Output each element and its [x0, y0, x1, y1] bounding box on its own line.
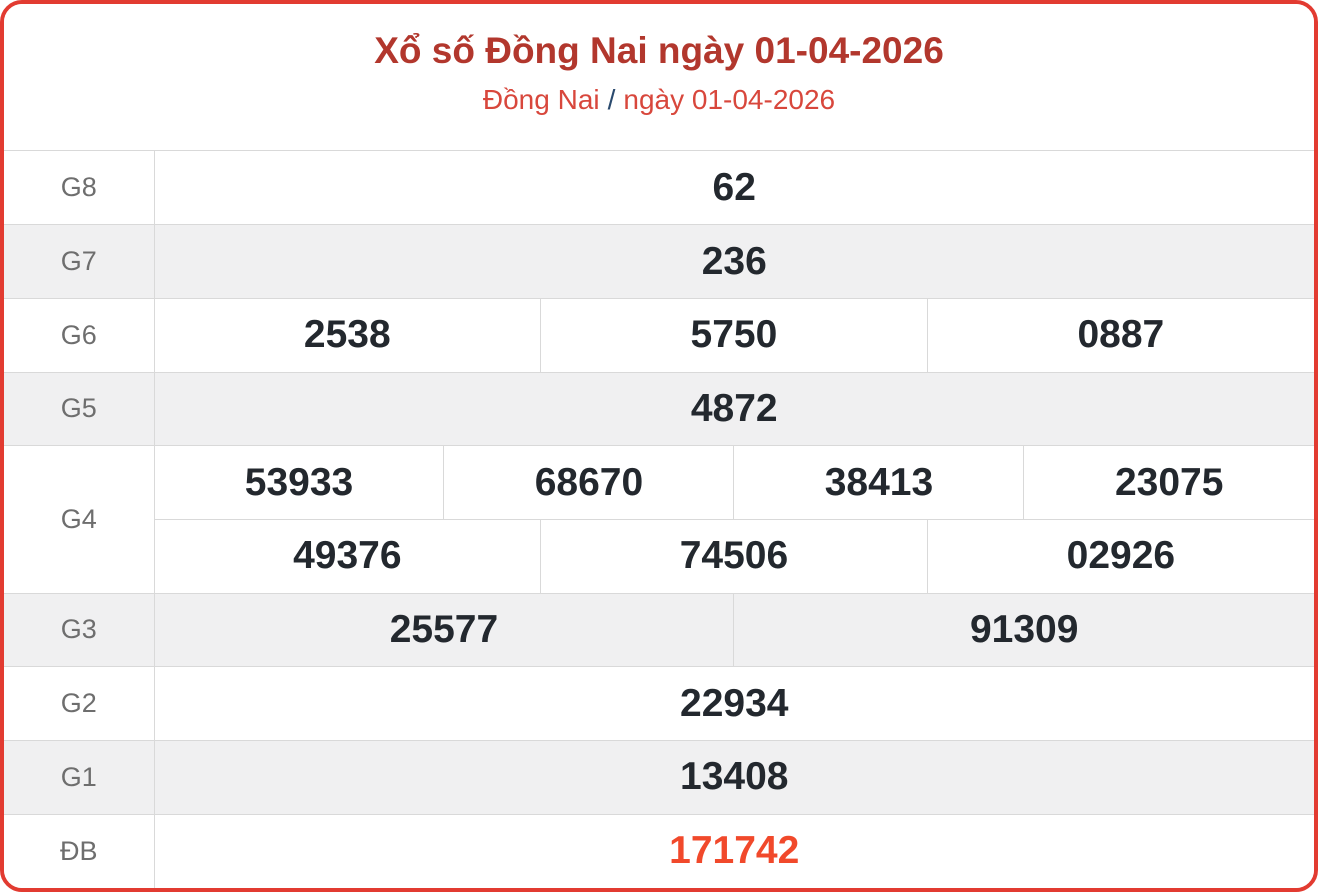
- prize-label-g7: G7: [4, 224, 155, 299]
- prize-label-g5: G5: [4, 371, 155, 447]
- prize-value-g1: 13408: [153, 740, 1314, 815]
- prize-label-g8: G8: [4, 150, 155, 226]
- prize-label-g2: G2: [4, 666, 155, 741]
- table-row-g4-1: G4 53933 68670 38413 23075: [4, 445, 1314, 594]
- prize-value-g7: 236: [153, 224, 1314, 299]
- prize-value-g6-3: 0887: [926, 297, 1314, 373]
- prize-label-g1: G1: [4, 740, 155, 815]
- prize-value-g4-6: 74506: [540, 518, 928, 594]
- prize-label-db: ĐB: [4, 813, 155, 888]
- table-row-db: ĐB 171742: [4, 813, 1314, 888]
- table-row-g1: G1 13408: [4, 740, 1314, 815]
- date-link[interactable]: ngày 01-04-2026: [623, 83, 836, 115]
- prize-table: G8 62 G7 236 G6 2538 5750 0887 G5 4872 G…: [4, 150, 1314, 888]
- table-row-g5: G5 4872: [4, 371, 1314, 447]
- prize-value-g6-2: 5750: [540, 297, 928, 373]
- prize-value-g4-5: 49376: [153, 518, 542, 594]
- prize-value-g4-2: 68670: [443, 445, 735, 520]
- table-row-g7: G7 236: [4, 224, 1314, 299]
- table-row-g8: G8 62: [4, 150, 1314, 226]
- table-row-g2: G2 22934: [4, 666, 1314, 741]
- prize-value-g4-7: 02926: [926, 518, 1314, 594]
- prize-label-g6: G6: [4, 297, 155, 373]
- prize-value-g2: 22934: [153, 666, 1314, 741]
- prize-value-g4-1: 53933: [153, 445, 445, 520]
- prize-value-g3-1: 25577: [153, 592, 735, 668]
- result-header: Xổ số Đồng Nai ngày 01-04-2026 Đồng Nai /…: [4, 4, 1314, 151]
- prize-value-g3-2: 91309: [733, 592, 1314, 668]
- region-link[interactable]: Đồng Nai: [482, 83, 600, 115]
- table-row-g4-2: 49376 74506 02926: [4, 518, 1314, 594]
- prize-value-g4-3: 38413: [733, 445, 1025, 520]
- prize-label-g4: G4: [4, 445, 155, 594]
- breadcrumb-separator: /: [607, 83, 616, 115]
- prize-value-g5: 4872: [153, 371, 1314, 447]
- prize-value-g8: 62: [153, 150, 1314, 226]
- prize-value-db: 171742: [153, 813, 1314, 888]
- page-title: Xổ số Đồng Nai ngày 01-04-2026: [374, 30, 944, 71]
- table-row-g6: G6 2538 5750 0887: [4, 297, 1314, 373]
- prize-label-g3: G3: [4, 592, 155, 668]
- table-row-g3: G3 25577 91309: [4, 592, 1314, 668]
- prize-value-g4-4: 23075: [1023, 445, 1314, 520]
- breadcrumb: Đồng Nai / ngày 01-04-2026: [4, 84, 1314, 116]
- prize-value-g6-1: 2538: [153, 297, 542, 373]
